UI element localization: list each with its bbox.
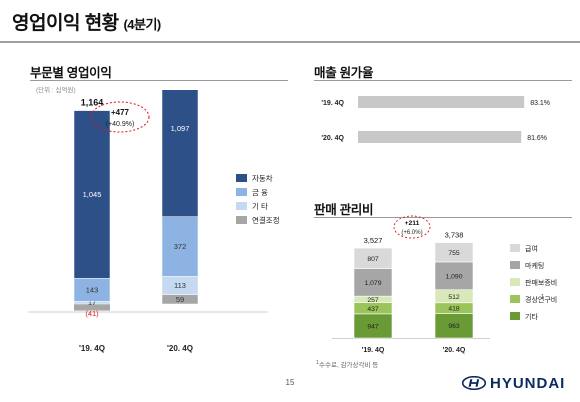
segment-profit-legend-swatch-2	[236, 202, 247, 210]
sga-label-series-2-0: 257	[367, 297, 379, 304]
cost-ratio-label-1: 81.6%	[527, 135, 547, 142]
sga-legend-swatch-1	[510, 261, 520, 269]
segment-profit-legend-swatch-3	[236, 216, 247, 224]
sga-legend-label-4: 기타	[525, 312, 538, 321]
segment-profit-label-series-3-0: (41)	[85, 309, 99, 318]
cost-ratio-chart: '19. 4Q 83.1% '20. 4Q 81.6%	[321, 96, 550, 143]
sga-legend-swatch-4	[510, 312, 520, 320]
cost-ratio-title: 매출 원가율	[314, 66, 374, 80]
sga-bar-series-3-0	[353, 268, 393, 297]
cost-ratio-bar-1	[358, 131, 522, 143]
sga-divider	[314, 217, 572, 218]
sga-legend-swatch-3	[510, 295, 520, 303]
segment-profit-label-series-1-0: 143	[86, 285, 99, 294]
sga-legend-label-3: 경상연구비	[525, 295, 557, 304]
segment-profit-label-series-0-0: 1,045	[83, 190, 102, 199]
segment-profit-label-series-1-1: 372	[174, 242, 187, 251]
segment-profit-bar-series-0-1	[161, 90, 199, 217]
sga-change-pct: (+6.0%)	[401, 230, 422, 236]
cost-ratio-bar-0	[358, 96, 525, 108]
cost-ratio-category-1: '20. 4Q	[321, 135, 344, 142]
segment-profit-divider	[30, 80, 288, 81]
sga-legend-label-1: 마케팅	[525, 261, 544, 270]
segment-profit-total-0: 1,164	[81, 98, 104, 108]
sga-label-series-0-1: 963	[448, 323, 460, 330]
cost-ratio-divider	[314, 80, 572, 81]
sga-category-0: '19. 4Q	[362, 347, 385, 354]
segment-profit-legend-label-1: 금 융	[252, 188, 268, 197]
sga-label-series-1-0: 437	[367, 306, 379, 313]
page-title-sub: (4분기)	[123, 17, 161, 32]
page-number: 15	[285, 378, 295, 387]
segment-profit-bar-series-0-0	[73, 110, 111, 279]
sga-bar-series-0-0	[353, 313, 393, 339]
sga-bar-series-4-1	[434, 242, 474, 263]
footnote-mark: 1	[316, 359, 320, 366]
sga-label-series-0-0: 947	[367, 323, 379, 330]
sga-legend-label-2: 판매보증비	[525, 278, 557, 287]
segment-profit-category-0: '19. 4Q	[79, 344, 105, 353]
segment-profit-unit: (단위 : 십억원)	[36, 87, 76, 94]
segment-profit-bar-series-3-0	[74, 304, 110, 311]
footnote: 1수수료, 감가상각비 등	[316, 359, 378, 369]
segment-profit-change-value: +477	[111, 108, 130, 117]
cost-ratio-category-0: '19. 4Q	[321, 100, 344, 107]
title-divider	[0, 41, 580, 43]
segment-profit-legend-label-3: 연결조정	[252, 215, 280, 225]
sga-legend-footnote-mark: 1	[541, 294, 544, 300]
sga-label-series-4-1: 755	[448, 250, 460, 257]
sga-total-1: 3,738	[445, 231, 464, 240]
segment-profit-legend-label-0: 자동차	[252, 174, 273, 183]
sga-change-ellipse	[393, 215, 431, 239]
sga-bar-series-3-1	[434, 261, 474, 291]
footnote-text: 수수료, 감가상각비 등	[319, 362, 379, 369]
segment-profit-category-1: '20. 4Q	[167, 344, 193, 353]
segment-profit-legend-swatch-1	[236, 188, 247, 196]
sga-change-value: +211	[405, 220, 420, 227]
sga-label-series-1-1: 418	[448, 306, 460, 313]
sga-label-series-4-0: 807	[367, 256, 379, 263]
cost-ratio-label-0: 83.1%	[530, 100, 550, 107]
segment-profit-label-series-2-0: 17	[88, 298, 96, 307]
page-title: 영업이익 현황 (4분기)	[12, 8, 161, 35]
hyundai-logo: HYUNDAI	[462, 372, 565, 394]
sga-total-0: 3,527	[364, 236, 383, 245]
sga-label-series-3-0: 1,079	[364, 280, 381, 287]
sga-bar-series-4-0	[353, 247, 393, 269]
sga-label-series-2-1: 512	[448, 294, 460, 301]
sga-title: 판매 관리비	[314, 203, 374, 217]
sga-category-1: '20. 4Q	[443, 347, 466, 354]
sga-legend-swatch-0	[510, 244, 520, 252]
segment-profit-change-ellipse	[90, 101, 150, 133]
segment-profit-title: 부문별 영업이익	[30, 66, 112, 80]
segment-profit-change-pct: (+40.9%)	[106, 121, 135, 128]
page-title-main: 영업이익 현황	[12, 13, 119, 34]
hyundai-emblem-icon	[462, 376, 486, 390]
segment-profit-label-series-3-1: 59	[176, 295, 184, 304]
sga-legend-label-0: 급여	[525, 244, 538, 253]
sga-chart: 947 437 257 1,079 807 3,527 '19. 4Q 963 418 512 1,…	[332, 215, 557, 354]
segment-profit-legend-label-2: 기 타	[252, 202, 268, 211]
sga-bar-series-0-1	[434, 313, 474, 339]
sga-legend-swatch-2	[510, 278, 520, 286]
sga-label-series-3-1: 1,090	[445, 273, 462, 280]
hyundai-logo-text: HYUNDAI	[490, 374, 566, 392]
segment-profit-label-series-0-1: 1,097	[171, 124, 190, 133]
segment-profit-label-series-2-1: 113	[174, 281, 186, 290]
segment-profit-legend-swatch-0	[236, 174, 247, 182]
